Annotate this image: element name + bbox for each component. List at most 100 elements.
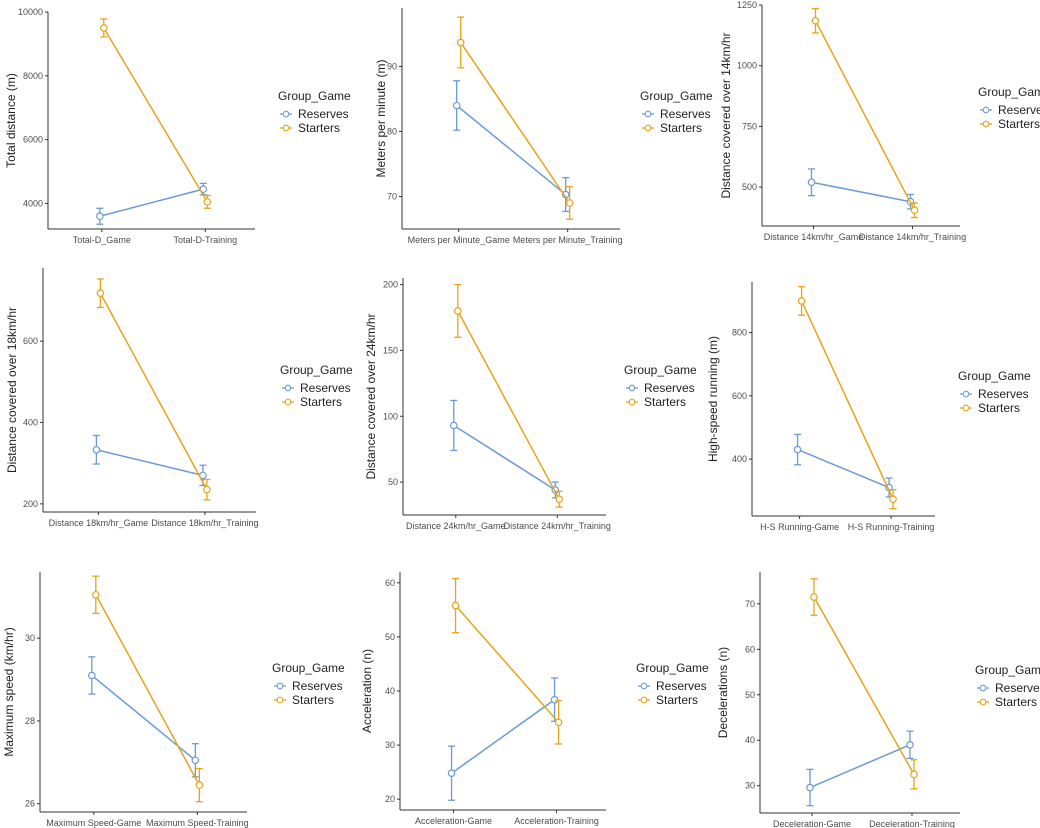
x-tick-label: Total-D_Game	[73, 235, 131, 245]
legend-label-starters: Starters	[298, 121, 340, 135]
series-line-reserves	[809, 744, 911, 789]
data-point-reserves	[807, 178, 816, 187]
chart-panel-4: 200 400 600 Distance 18km/hr_Game Distance 1…	[5, 268, 353, 528]
legend-key-point	[640, 696, 648, 704]
legend-label-reserves: Reserves	[292, 679, 343, 693]
y-tick-label: 40	[745, 735, 755, 745]
legend-label-starters: Starters	[995, 695, 1037, 709]
y-tick-label: 400	[23, 418, 38, 428]
data-point-starters	[96, 289, 105, 298]
y-axis-title: Meters per minute (m)	[374, 59, 388, 177]
chart-panel-9: 30 40 50 60 70 Deceleration-Game Deceleration-…	[716, 572, 1040, 828]
series-line-starters	[95, 594, 200, 786]
x-tick-label: Distance 24km/hr_Game	[406, 521, 506, 531]
y-tick-label: 70	[745, 599, 755, 609]
legend-key-point	[644, 110, 652, 118]
x-tick-label: Meters per Minute_Training	[513, 235, 623, 245]
legend-key-point	[962, 404, 970, 412]
legend-title: Group_Game	[278, 89, 351, 103]
data-point-reserves	[806, 783, 814, 792]
data-point-reserves	[449, 421, 458, 430]
series-line-starters	[457, 310, 560, 500]
series-line-starters	[99, 292, 208, 490]
y-tick-label: 150	[383, 345, 398, 355]
series-line-reserves	[451, 699, 555, 774]
series-line-reserves	[96, 449, 204, 477]
data-point-starters	[554, 718, 563, 727]
legend-label-reserves: Reserves	[644, 381, 695, 395]
x-tick-label: Deceleration-Training	[869, 819, 955, 828]
data-point-starters	[910, 206, 919, 215]
legend-key-point	[640, 682, 648, 690]
x-tick-label: Maximum Speed-Game	[46, 818, 141, 828]
x-tick-label: Acceleration-Game	[415, 816, 492, 826]
legend-key-point	[962, 390, 970, 398]
series-line-reserves	[91, 674, 196, 761]
data-point-starters	[910, 770, 918, 779]
x-tick-label: Distance 18km/hr_Game	[49, 518, 149, 528]
x-tick-label: Total-D-Training	[173, 235, 237, 245]
y-tick-label: 600	[732, 391, 747, 401]
x-tick-label: Maximum Speed-Training	[146, 818, 249, 828]
series-line-starters	[103, 27, 208, 203]
legend-title: Group_Game	[636, 661, 709, 675]
data-point-reserves	[88, 671, 96, 680]
legend-key-point	[276, 696, 284, 704]
y-axis-title: Distance covered over 14km/hr	[719, 32, 733, 198]
y-tick-label: 50	[745, 690, 755, 700]
data-point-starters	[203, 485, 211, 494]
legend-title: Group_Game	[280, 363, 353, 377]
y-tick-label: 800	[732, 328, 747, 338]
y-tick-label: 1250	[737, 0, 757, 10]
y-tick-label: 200	[383, 280, 398, 290]
y-tick-label: 80	[387, 127, 397, 137]
legend-key-point	[982, 120, 990, 128]
y-tick-label: 70	[387, 192, 397, 202]
legend-title: Group_Game	[272, 661, 345, 675]
data-point-reserves	[92, 445, 101, 454]
legend-label-reserves: Reserves	[660, 107, 711, 121]
legend-title: Group_Game	[978, 85, 1040, 99]
data-point-starters	[453, 307, 462, 315]
y-tick-label: 30	[385, 740, 395, 750]
legend-label-reserves: Reserves	[656, 679, 707, 693]
legend-label-reserves: Reserves	[298, 107, 349, 121]
chart-panel-6: 400 600 800 H-S Running-Game H-S Running-Tra…	[706, 282, 1031, 532]
y-tick-label: 40	[385, 686, 395, 696]
legend-label-starters: Starters	[644, 395, 686, 409]
legend-key-point	[628, 384, 636, 392]
data-point-starters	[195, 781, 204, 789]
legend-key-point	[284, 384, 292, 392]
series-line-starters	[460, 42, 571, 204]
chart-panel-7: 26 28 30 Maximum Speed-Game Maximum Speed-Tr…	[2, 572, 345, 828]
y-tick-label: 8000	[23, 71, 43, 81]
y-tick-label: 50	[385, 632, 395, 642]
data-point-starters	[451, 601, 460, 610]
chart-panel-1: 4000 6000 8000 10000 Total-D_Game Total-D-Tra…	[4, 7, 351, 245]
series-line-reserves	[797, 448, 890, 489]
data-point-starters	[811, 16, 820, 25]
legend-key-point	[628, 398, 636, 406]
y-tick-label: 750	[742, 121, 757, 131]
y-tick-label: 20	[385, 794, 395, 804]
data-point-starters	[565, 199, 574, 207]
data-point-starters	[203, 198, 212, 206]
x-tick-label: H-S Running-Training	[848, 522, 935, 532]
data-point-starters	[92, 590, 100, 599]
y-axis-title: Distance covered over 24km/hr	[364, 313, 378, 479]
legend-label-reserves: Reserves	[995, 681, 1040, 695]
y-axis-title: Maximum speed (km/hr)	[2, 627, 16, 756]
legend-key-point	[644, 124, 652, 132]
y-tick-label: 90	[387, 62, 397, 72]
series-line-reserves	[456, 104, 567, 196]
